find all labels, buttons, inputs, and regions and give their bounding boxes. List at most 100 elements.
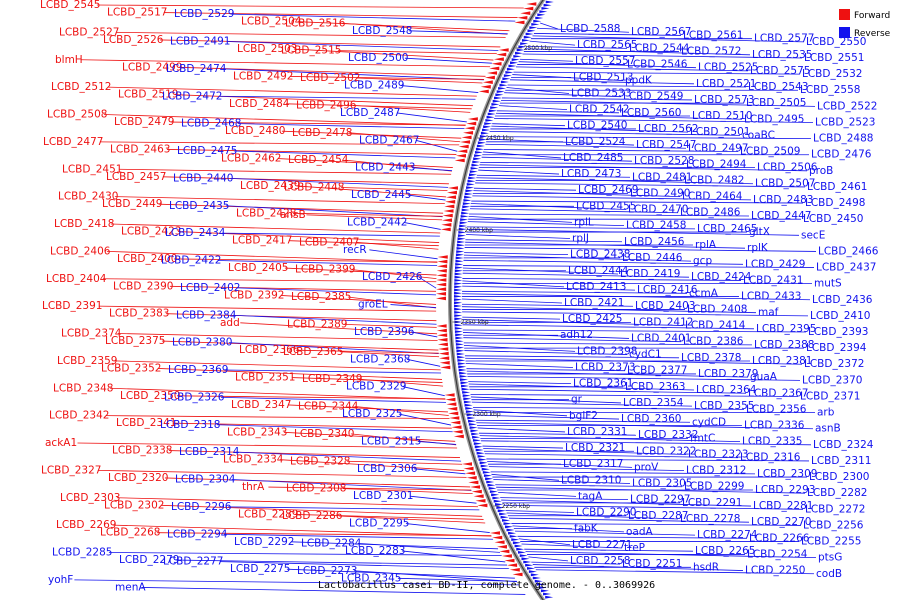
connector-line — [164, 477, 471, 488]
reverse-gene-label: LCBD_2306 — [357, 463, 418, 475]
reverse-gene-label: LCBD_2501 — [690, 126, 750, 138]
forward-gene-label: LCBD_2349 — [302, 373, 362, 385]
reverse-gene-label: maf — [758, 307, 779, 319]
forward-gene-arrow — [496, 545, 507, 549]
forward-gene-arrow — [526, 2, 537, 6]
reverse-gene-label: LCBD_2299 — [684, 481, 744, 493]
reverse-gene-arrow — [496, 90, 505, 93]
reverse-gene-label: LCBD_2543 — [748, 81, 808, 93]
forward-gene-arrow — [445, 200, 456, 204]
connector-line — [160, 504, 483, 517]
reverse-gene-arrow — [502, 77, 511, 81]
reverse-gene-label: LCBD_2379 — [698, 368, 758, 380]
connector-line — [170, 121, 466, 126]
connector-line — [473, 409, 568, 417]
connector-line — [478, 169, 560, 175]
reverse-gene-label: LCBD_2476 — [811, 149, 872, 161]
reverse-gene-label: LCBD_2500 — [348, 52, 408, 64]
connector-line — [348, 132, 461, 143]
connector-line — [277, 158, 453, 168]
reverse-gene-arrow — [454, 304, 463, 308]
reverse-gene-label: LCBD_2486 — [680, 207, 741, 219]
forward-gene-arrow — [439, 361, 450, 365]
connector-line — [462, 332, 630, 339]
forward-gene-label: LCBD_2463 — [110, 143, 170, 155]
reverse-gene-arrow — [467, 416, 476, 420]
connector-line — [287, 404, 448, 413]
reverse-gene-arrow — [470, 167, 479, 170]
connector-line — [390, 304, 437, 308]
forward-gene-label: LCBD_2341 — [116, 417, 176, 429]
reverse-gene-arrow — [470, 429, 479, 433]
reverse-gene-label: LCBD_2292 — [234, 536, 294, 548]
reverse-gene-arrow — [454, 269, 463, 273]
reverse-gene-arrow — [526, 567, 535, 570]
connector-line — [102, 278, 437, 283]
connector-line — [468, 383, 695, 391]
forward-gene-label: LCBD_2515 — [281, 45, 341, 57]
reverse-gene-arrow — [459, 371, 468, 375]
reverse-gene-arrow — [462, 391, 471, 394]
forward-gene-arrow — [447, 407, 458, 411]
connector-line — [338, 515, 486, 524]
reverse-gene-label: LCBD_2336 — [744, 419, 805, 431]
reverse-gene-label: LCBD_2305 — [632, 478, 692, 490]
connector-line — [289, 76, 485, 80]
reverse-gene-arrow — [494, 96, 503, 100]
reverse-gene-arrow — [456, 250, 465, 253]
reverse-gene-arrow — [454, 311, 463, 314]
reverse-gene-label: LCBD_2470 — [628, 204, 688, 216]
forward-gene-arrow — [494, 540, 505, 544]
reverse-gene-label: LCBD_2413 — [566, 281, 626, 293]
connector-line — [524, 548, 694, 552]
forward-gene-arrow — [493, 57, 504, 61]
connector-line — [417, 441, 457, 445]
reverse-gene-arrow — [495, 93, 504, 97]
reverse-gene-arrow — [454, 301, 463, 305]
connector-line — [479, 164, 808, 172]
reverse-gene-arrow — [454, 285, 463, 289]
reverse-gene-arrow — [466, 183, 475, 186]
reverse-gene-arrow — [482, 471, 491, 474]
reverse-gene-arrow — [462, 205, 471, 209]
connector-line — [116, 497, 478, 508]
reverse-gene-label: LCBD_2466 — [818, 245, 879, 257]
reverse-gene-arrow — [495, 503, 504, 506]
forward-gene-arrow — [448, 411, 459, 416]
reverse-gene-arrow — [485, 119, 494, 122]
reverse-gene-label: LCBD_2540 — [567, 120, 627, 132]
connector-line — [462, 324, 755, 330]
reverse-gene-arrow — [492, 496, 501, 500]
reverse-gene-arrow — [539, 10, 548, 13]
reverse-gene-label: gr — [571, 394, 583, 406]
reverse-gene-label: LCBD_2258 — [570, 555, 630, 567]
reverse-gene-arrow — [508, 64, 517, 68]
reverse-gene-label: LCBD_2522 — [817, 100, 877, 112]
forward-gene-arrow — [462, 462, 473, 466]
reverse-gene-label: LCBD_2445 — [351, 189, 411, 201]
connector-line — [235, 451, 462, 462]
connector-line — [466, 234, 571, 239]
reverse-gene-label: LCBD_2371 — [800, 390, 860, 402]
reverse-gene-arrow — [479, 135, 488, 138]
reverse-gene-label: LCBD_2281 — [753, 500, 813, 512]
reverse-gene-label: bglF2 — [569, 410, 598, 422]
connector-line — [283, 431, 456, 442]
connector-line — [157, 368, 443, 380]
connector-line — [470, 394, 799, 397]
forward-gene-arrow — [482, 80, 493, 84]
forward-gene-label: LCBD_2462 — [221, 153, 281, 165]
reverse-gene-arrow — [511, 538, 520, 541]
connector-line — [163, 12, 518, 18]
forward-gene-arrow — [475, 499, 486, 503]
forward-gene-arrow — [460, 140, 471, 144]
reverse-gene-label: rplK — [747, 242, 769, 254]
connector-line — [156, 532, 492, 537]
reverse-gene-arrow — [459, 221, 468, 225]
reverse-gene-label: LCBD_2317 — [563, 458, 623, 470]
legend-reverse-label: Reverse — [854, 29, 891, 39]
reverse-gene-arrow — [461, 211, 470, 215]
reverse-gene-label: LCBD_2403 — [635, 300, 695, 312]
forward-gene-arrow — [517, 16, 528, 20]
connector-line — [474, 414, 620, 420]
